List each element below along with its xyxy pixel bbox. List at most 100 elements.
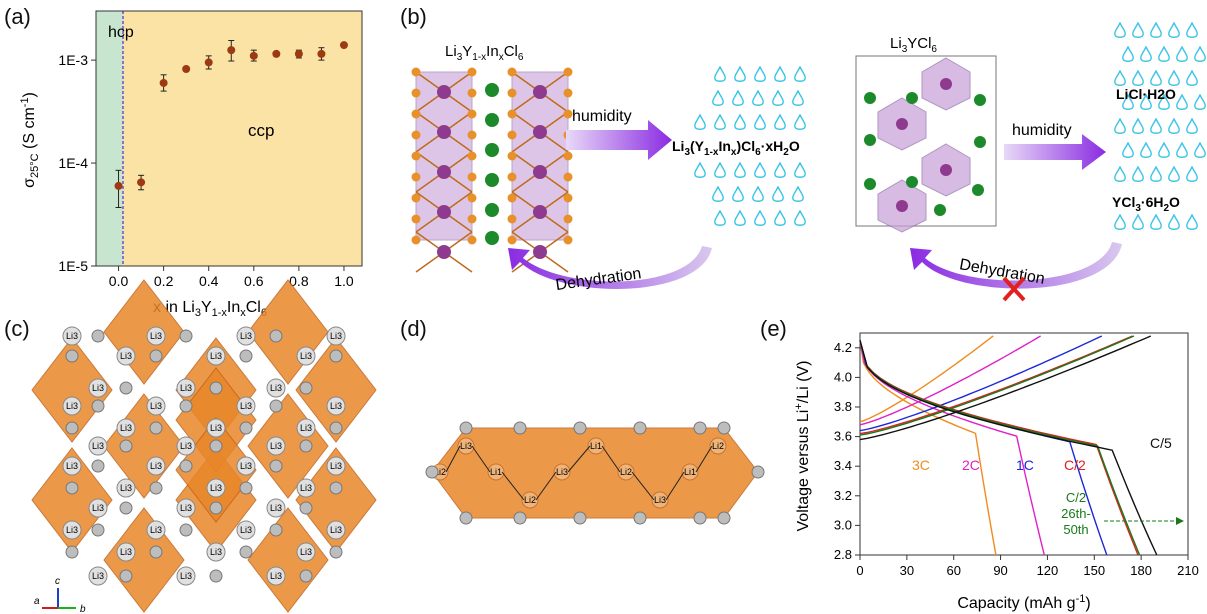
cl-atom bbox=[329, 349, 343, 363]
cl-atom bbox=[467, 235, 477, 245]
x-tick-label: 90 bbox=[993, 563, 1007, 578]
panel-label-d: (d) bbox=[400, 316, 427, 341]
panel-label-c: (c) bbox=[4, 316, 30, 341]
metal-atom bbox=[940, 78, 952, 90]
li-site-label: Li2 bbox=[712, 441, 724, 451]
cl-atom bbox=[411, 193, 421, 203]
li-site bbox=[266, 566, 286, 586]
cl-atom bbox=[411, 151, 421, 161]
cl-atom bbox=[91, 399, 105, 413]
li-site bbox=[176, 566, 196, 586]
li-site-label: Li2 bbox=[620, 467, 632, 477]
octahedron bbox=[295, 337, 377, 443]
annotation-text: C/2 bbox=[1066, 490, 1086, 505]
li-site bbox=[457, 437, 475, 455]
octahedron bbox=[31, 337, 113, 443]
diffusion-arrow bbox=[471, 445, 491, 473]
humidity-arrow-right bbox=[1004, 134, 1106, 170]
cl-atom bbox=[179, 523, 193, 537]
li-site-label: Li3 bbox=[300, 547, 312, 557]
hydrate-right-bottom-label: YCl3·6H2O bbox=[1112, 194, 1180, 214]
hydrate-right-top-label: LiCl·H2O bbox=[1116, 86, 1176, 102]
y-tick-label: 3.0 bbox=[834, 517, 852, 532]
li-atom bbox=[974, 94, 986, 106]
li-site bbox=[326, 396, 346, 416]
li-site bbox=[266, 378, 286, 398]
cl-atom bbox=[239, 481, 253, 495]
panel-a-xlabel: x in Li3Y1-xInxCl6 bbox=[153, 299, 267, 319]
svg-text:Voltage versus Li+/Li (V): Voltage versus Li+/Li (V) bbox=[793, 361, 812, 532]
cl-atom bbox=[751, 465, 765, 479]
li-site-label: Li3 bbox=[150, 461, 162, 471]
cl-atom bbox=[411, 130, 421, 140]
cl-atom bbox=[149, 481, 163, 495]
cl-atom bbox=[119, 501, 133, 515]
li-site bbox=[709, 437, 727, 455]
cl-atom bbox=[693, 511, 707, 525]
li-site bbox=[651, 491, 669, 509]
y-tick-label: 2.8 bbox=[834, 547, 852, 562]
panel-e-frame bbox=[859, 332, 1189, 556]
li-site bbox=[553, 463, 571, 481]
diffusion-arrow bbox=[665, 471, 685, 501]
x-tick-label: 1.0 bbox=[334, 273, 354, 289]
metal-atom bbox=[437, 205, 451, 219]
li-site bbox=[236, 396, 256, 416]
diffusion-arrow bbox=[535, 471, 557, 501]
cl-atom bbox=[119, 439, 133, 453]
series-label: 3C bbox=[912, 457, 930, 473]
li-atom bbox=[864, 134, 876, 146]
li-atom bbox=[485, 113, 499, 127]
x-tick-label: 30 bbox=[900, 563, 914, 578]
li-site-label: Li3 bbox=[300, 483, 312, 493]
data-point bbox=[114, 181, 123, 190]
li-atom bbox=[934, 204, 946, 216]
cl-atom bbox=[411, 109, 421, 119]
panel-e-ylabel: Voltage versus Li+/Li (V) bbox=[793, 361, 812, 532]
cl-atom bbox=[269, 523, 283, 537]
li-site bbox=[88, 566, 108, 586]
cl-atom bbox=[573, 421, 587, 435]
metal-atom bbox=[437, 85, 451, 99]
li-site-label: Li3 bbox=[92, 383, 104, 393]
cl-atom bbox=[507, 67, 517, 77]
x-tick-label: 0.6 bbox=[244, 273, 264, 289]
li-site bbox=[236, 520, 256, 540]
cl-atom bbox=[411, 172, 421, 182]
li-site-label: Li3 bbox=[66, 401, 78, 411]
data-point bbox=[204, 58, 213, 67]
li-site-label: Li1 bbox=[590, 441, 602, 451]
cl-atom bbox=[507, 193, 517, 203]
metal-atom bbox=[940, 164, 952, 176]
y-tick-label: 4.0 bbox=[834, 369, 852, 384]
discharge-curve bbox=[859, 340, 1045, 556]
cl-atom bbox=[693, 421, 707, 435]
hydrate-left-label: Li3(Y1-xInx)Cl6·xH2O bbox=[672, 138, 800, 158]
dehydration-arrow-left bbox=[508, 246, 712, 289]
y-tick-label: 4.2 bbox=[834, 340, 852, 355]
panel-a-ticks: 0.0 0.2 0.4 0.6 0.8 1.0 1E-5 1E-4 1E-3 bbox=[58, 52, 353, 289]
cl-atom bbox=[633, 511, 647, 525]
x-tick-label: 60 bbox=[946, 563, 960, 578]
cl-atom bbox=[717, 511, 731, 525]
cl-atom bbox=[179, 459, 193, 473]
series-label: 2C bbox=[962, 457, 980, 473]
x-tick-label: 180 bbox=[1130, 563, 1152, 578]
x-tick-label: 0 bbox=[856, 563, 863, 578]
axis-indicator: c b a bbox=[34, 576, 86, 614]
li-site-label: Li1 bbox=[684, 467, 696, 477]
compound-left-label: Li3Y1-xInxCl6 bbox=[445, 43, 524, 63]
y-tick-label: 3.2 bbox=[834, 488, 852, 503]
cl-atom bbox=[411, 88, 421, 98]
cl-atom bbox=[91, 523, 105, 537]
metal-atom bbox=[896, 118, 908, 130]
li-site-label: Li3 bbox=[120, 483, 132, 493]
panel-label-e: (e) bbox=[760, 316, 787, 341]
cl-atom bbox=[467, 109, 477, 119]
x-tick-label: 210 bbox=[1177, 563, 1199, 578]
li-site-label: Li3 bbox=[210, 423, 222, 433]
li-site bbox=[146, 326, 166, 346]
ccp-label: ccp bbox=[248, 121, 274, 140]
li-site-label: Li3 bbox=[240, 331, 252, 341]
li-atom bbox=[485, 143, 499, 157]
